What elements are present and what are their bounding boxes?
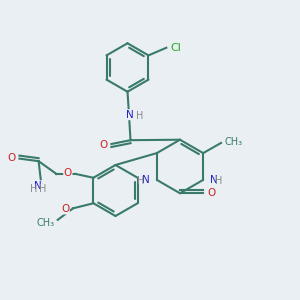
- Text: Cl: Cl: [171, 43, 182, 53]
- Text: N: N: [34, 181, 42, 191]
- Text: H: H: [39, 184, 46, 194]
- Text: O: O: [100, 140, 108, 150]
- Text: H: H: [136, 176, 144, 186]
- Text: O: O: [8, 153, 16, 163]
- Text: N: N: [210, 175, 218, 185]
- Text: O: O: [64, 168, 72, 178]
- Text: N: N: [126, 110, 134, 120]
- Text: H: H: [214, 176, 222, 186]
- Text: O: O: [207, 188, 215, 198]
- Text: O: O: [61, 204, 69, 214]
- Text: N: N: [142, 175, 150, 185]
- Text: H: H: [30, 184, 37, 194]
- Text: CH₃: CH₃: [37, 218, 55, 228]
- Text: CH₃: CH₃: [224, 137, 242, 147]
- Text: H: H: [136, 111, 143, 121]
